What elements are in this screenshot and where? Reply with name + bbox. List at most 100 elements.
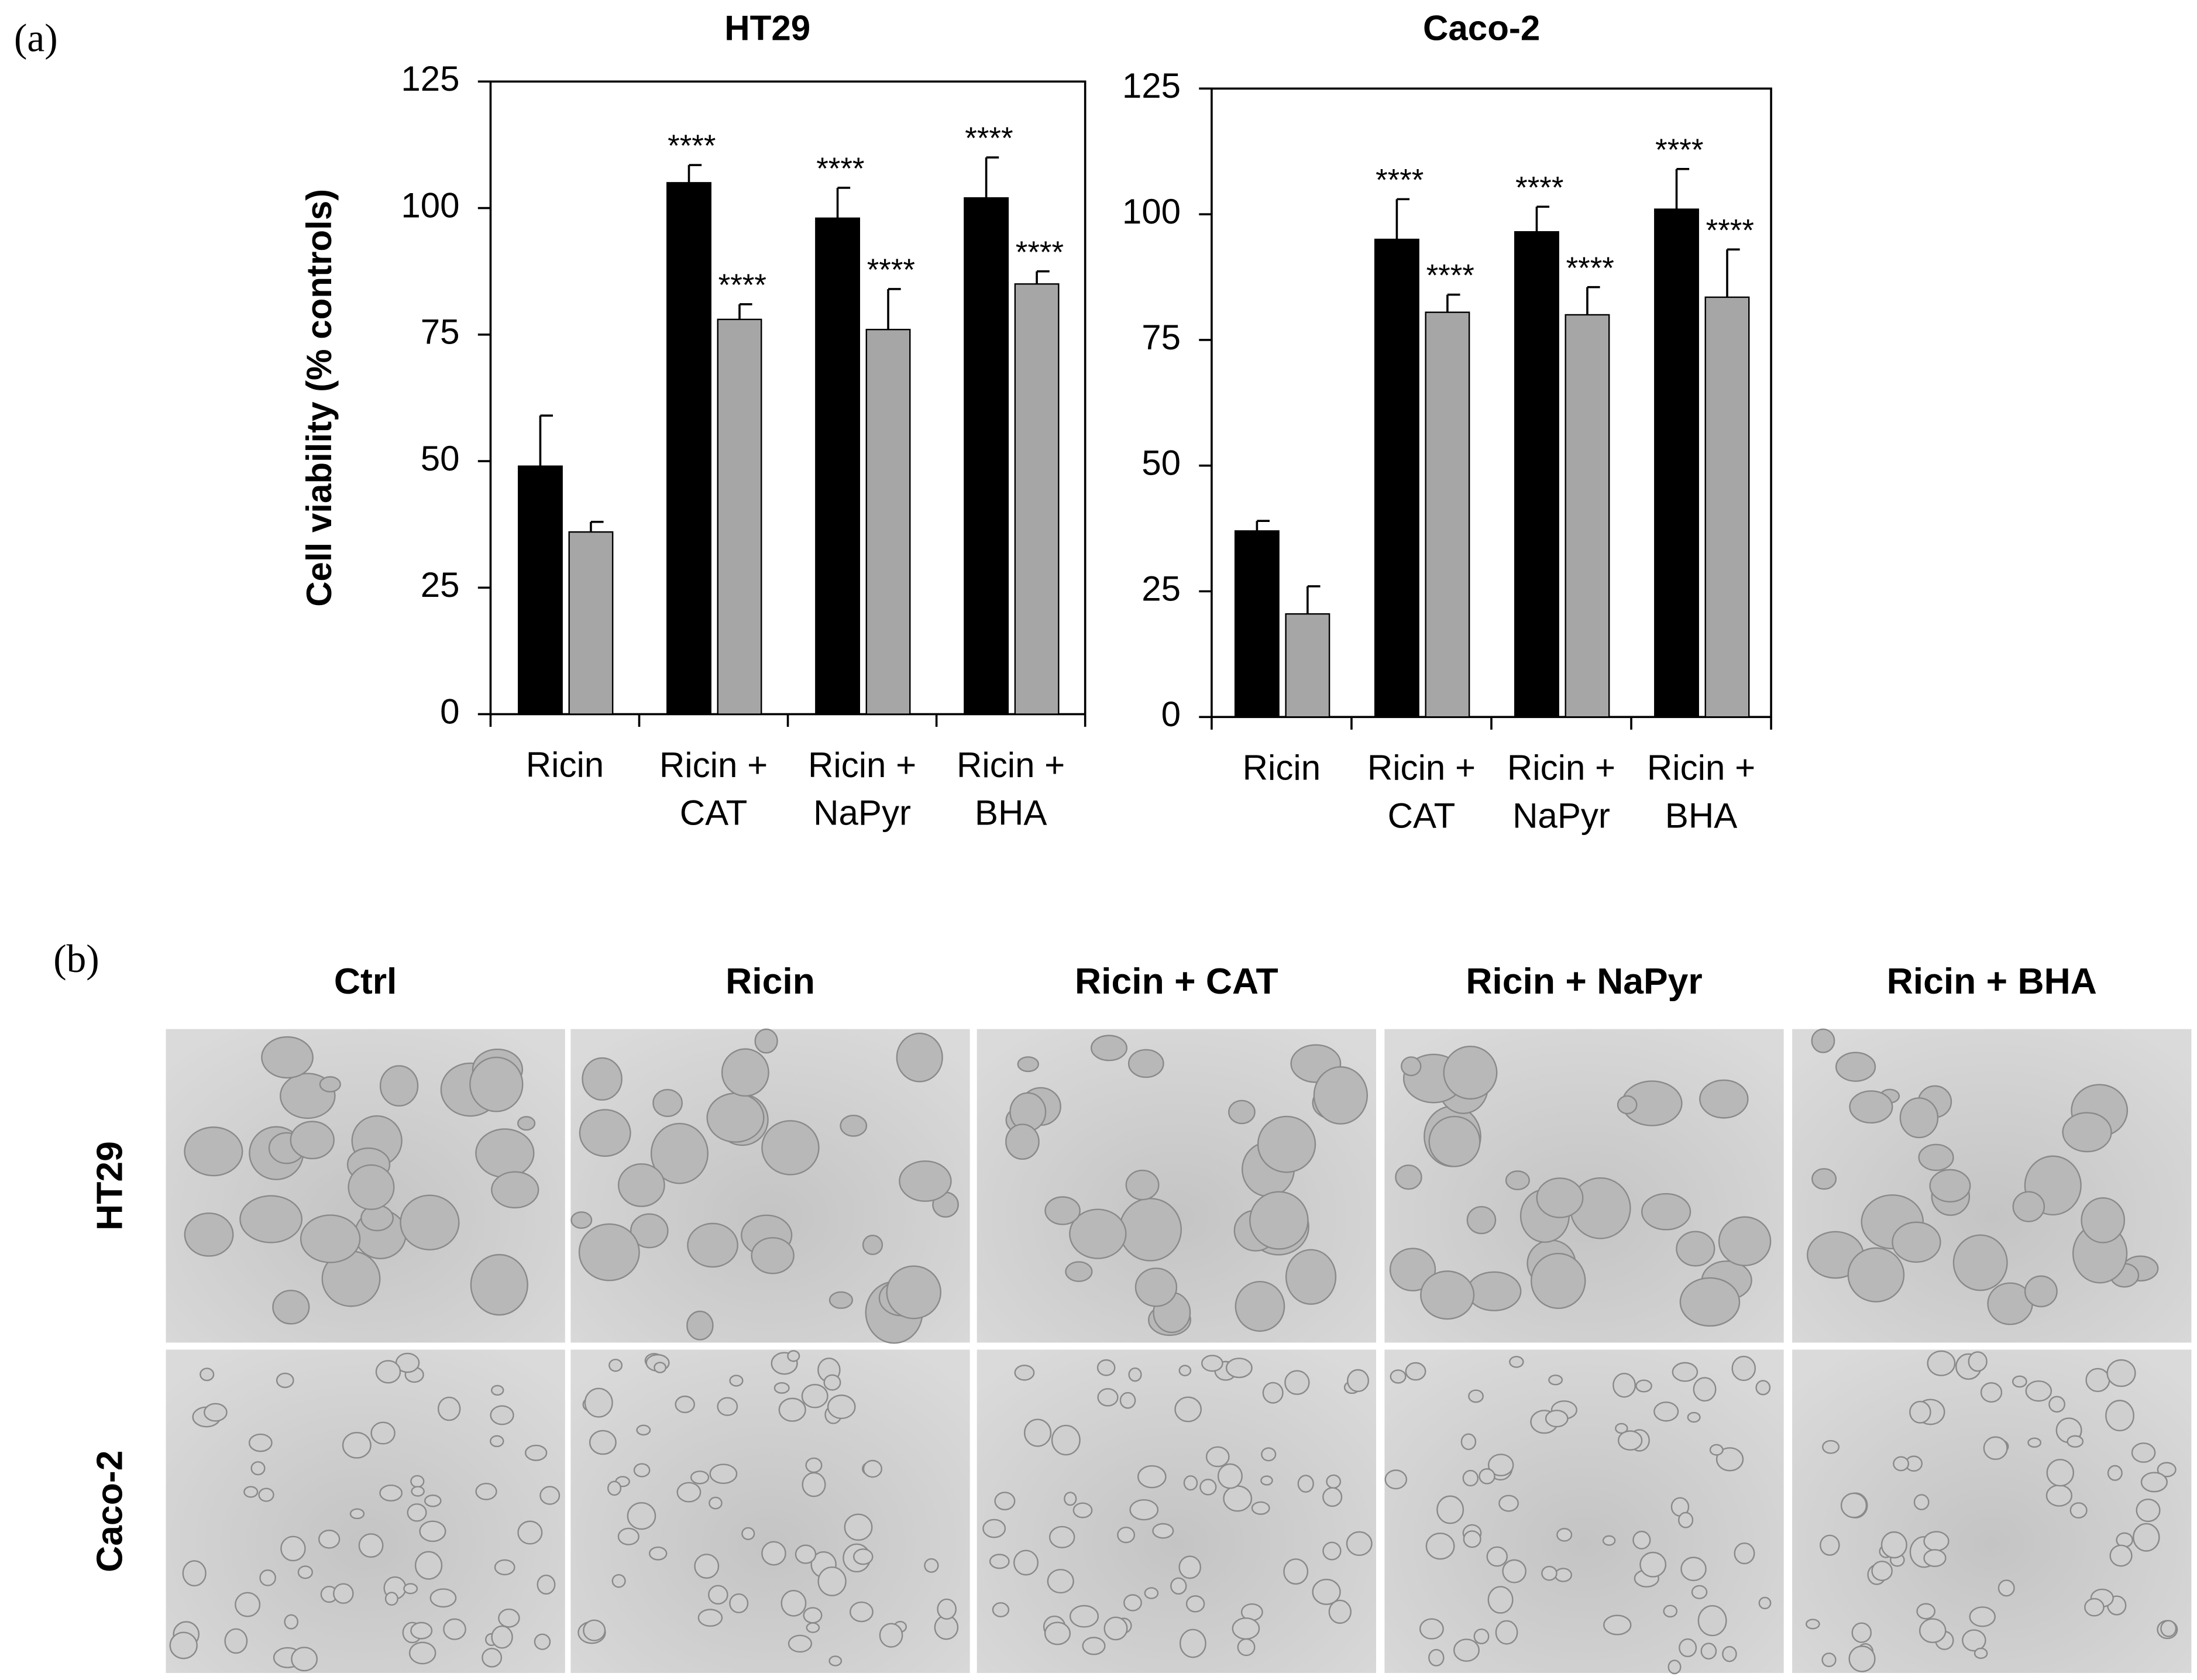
cell — [1486, 1546, 1508, 1567]
cell — [379, 1485, 403, 1502]
cell — [1473, 1628, 1490, 1644]
cell — [1346, 1531, 1373, 1556]
cell — [182, 1560, 207, 1587]
cell — [2024, 1275, 2058, 1308]
bar — [865, 328, 911, 715]
cell — [761, 1541, 786, 1566]
cell — [1005, 1124, 1040, 1160]
column-header: Ricin + NaPyr — [1466, 961, 1702, 1002]
cell — [1065, 1261, 1093, 1282]
cell — [1123, 1594, 1142, 1612]
cell — [1090, 1035, 1127, 1061]
cell — [583, 1619, 606, 1641]
cell — [358, 1533, 384, 1558]
cell — [1556, 1528, 1573, 1542]
cell — [475, 1482, 497, 1500]
cell — [1096, 1359, 1116, 1376]
cell — [1013, 1550, 1039, 1576]
cell — [403, 1583, 418, 1595]
bar — [1285, 613, 1330, 718]
cell — [491, 1625, 513, 1649]
bar — [1514, 231, 1559, 718]
cell — [410, 1621, 433, 1640]
cell — [1969, 1606, 1996, 1627]
cell — [1199, 1479, 1217, 1496]
cell — [2025, 1380, 2052, 1402]
cell — [1498, 1495, 1519, 1512]
cell — [1405, 1362, 1426, 1381]
cell — [1285, 1249, 1337, 1305]
cell — [1023, 1418, 1052, 1447]
cell — [414, 1551, 443, 1580]
significance-label: **** — [1426, 259, 1474, 293]
micrograph — [166, 1029, 565, 1343]
cell — [633, 1463, 651, 1478]
cell — [235, 1592, 261, 1617]
cell — [690, 1471, 710, 1485]
cell — [1047, 1569, 1074, 1594]
cell — [1952, 1234, 2008, 1291]
cell — [1119, 1197, 1182, 1262]
cell — [1554, 1568, 1573, 1582]
cell — [627, 1502, 656, 1530]
cell — [2027, 1437, 2042, 1448]
cell — [773, 1382, 790, 1394]
cell — [1918, 1143, 1954, 1171]
cell — [1871, 1561, 1893, 1582]
cell — [1687, 1411, 1701, 1423]
cell — [1541, 1565, 1558, 1581]
cell — [1811, 1028, 1835, 1053]
cell — [1425, 1533, 1455, 1560]
cell — [1390, 1369, 1407, 1384]
cell — [1262, 1382, 1284, 1404]
cell — [1667, 1660, 1682, 1675]
column-header: Ctrl — [334, 961, 397, 1002]
cell — [706, 1092, 765, 1143]
cell — [259, 1569, 276, 1586]
cell — [741, 1527, 755, 1540]
cell — [1051, 1424, 1081, 1456]
y-tick-label: 75 — [1142, 318, 1181, 357]
cell — [608, 1358, 623, 1372]
cell — [1545, 1410, 1569, 1428]
cell — [1734, 1542, 1755, 1565]
x-tick-label: Ricin + CAT — [1367, 748, 1476, 835]
cell — [844, 1513, 873, 1541]
cell — [250, 1461, 266, 1476]
cell — [1927, 1350, 1956, 1376]
cell — [1170, 1577, 1187, 1595]
cell — [1297, 1475, 1314, 1493]
y-tick-label: 25 — [421, 565, 460, 604]
cell — [761, 1120, 820, 1176]
cell — [828, 1655, 843, 1667]
cell — [490, 1435, 504, 1448]
x-tick-label: Ricin + NaPyr — [1507, 748, 1615, 835]
y-tick-label: 50 — [421, 439, 460, 478]
cell — [675, 1395, 695, 1413]
cell — [1847, 1247, 1905, 1303]
cell — [2107, 1465, 2123, 1481]
micrograph — [1792, 1028, 2192, 1343]
cell — [1693, 1377, 1717, 1402]
cell — [709, 1463, 738, 1485]
cell — [2069, 1502, 2088, 1518]
cell — [2085, 1368, 2110, 1393]
cell — [886, 1265, 941, 1320]
cell — [1615, 1423, 1628, 1434]
cell — [686, 1310, 714, 1341]
cell — [708, 1585, 728, 1605]
cell — [1678, 1511, 1694, 1528]
cell — [1117, 1527, 1136, 1544]
cell — [1225, 1358, 1253, 1379]
cell — [1463, 1530, 1481, 1548]
significance-label: **** — [1655, 133, 1703, 167]
cell — [879, 1623, 903, 1648]
cell — [1082, 1637, 1106, 1655]
cell — [2062, 1112, 2112, 1153]
cell — [2157, 1462, 2177, 1478]
cell — [1973, 1647, 1988, 1660]
cell — [1014, 1365, 1035, 1381]
cell — [2012, 1375, 2027, 1388]
cell — [1260, 1475, 1273, 1486]
cell — [827, 1394, 856, 1420]
